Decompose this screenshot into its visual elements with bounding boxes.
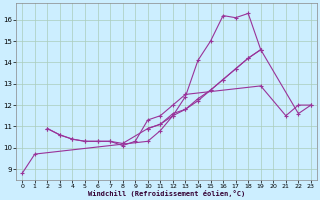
X-axis label: Windchill (Refroidissement éolien,°C): Windchill (Refroidissement éolien,°C) [88, 190, 245, 197]
